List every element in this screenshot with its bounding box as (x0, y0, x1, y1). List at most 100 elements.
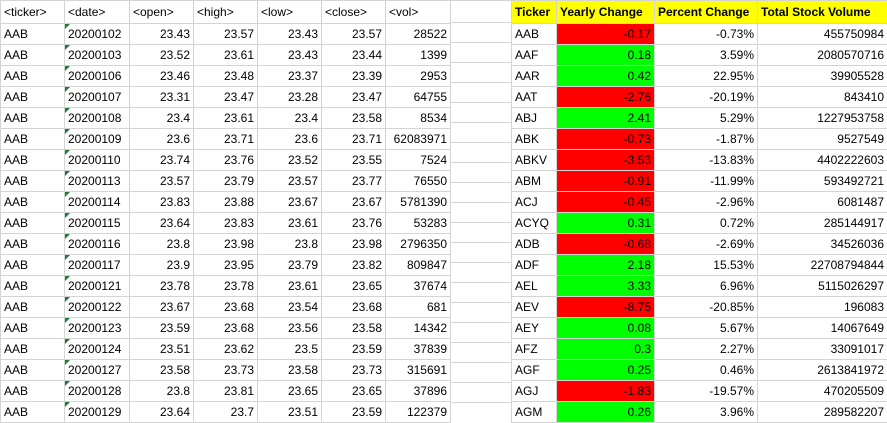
empty-cell[interactable] (451, 323, 512, 343)
cell-ticker[interactable]: AAB (1, 87, 65, 108)
cell-percent-change[interactable]: -2.69% (655, 234, 758, 255)
cell-ticker[interactable]: AAF (512, 45, 557, 66)
cell-high[interactable]: 23.76 (194, 150, 258, 171)
cell-total-stock-volume[interactable]: 33091017 (758, 339, 887, 360)
cell-yearly-change[interactable]: 0.18 (557, 45, 655, 66)
cell-open[interactable]: 23.43 (130, 24, 194, 45)
cell-close[interactable]: 23.71 (322, 129, 386, 150)
summary-header-percent-change[interactable]: Percent Change (655, 1, 758, 24)
cell-date[interactable]: 20200109 (65, 129, 130, 150)
cell-total-stock-volume[interactable]: 4402222603 (758, 150, 887, 171)
cell-vol[interactable]: 37674 (386, 276, 451, 297)
empty-cell[interactable] (451, 203, 512, 223)
raw-header-ticker[interactable]: <ticker> (1, 1, 65, 24)
cell-total-stock-volume[interactable]: 34526036 (758, 234, 887, 255)
cell-vol[interactable]: 62083971 (386, 129, 451, 150)
cell-total-stock-volume[interactable]: 9527549 (758, 129, 887, 150)
cell-ticker[interactable]: AAB (1, 339, 65, 360)
cell-percent-change[interactable]: -11.99% (655, 171, 758, 192)
cell-vol[interactable]: 809847 (386, 255, 451, 276)
cell-total-stock-volume[interactable]: 593492721 (758, 171, 887, 192)
cell-ticker[interactable]: AEY (512, 318, 557, 339)
cell-date[interactable]: 20200103 (65, 45, 130, 66)
cell-ticker[interactable]: AGF (512, 360, 557, 381)
cell-ticker[interactable]: ABKV (512, 150, 557, 171)
empty-cell[interactable] (451, 163, 512, 183)
cell-total-stock-volume[interactable]: 1227953758 (758, 108, 887, 129)
cell-close[interactable]: 23.68 (322, 297, 386, 318)
cell-ticker[interactable]: AAB (1, 297, 65, 318)
cell-yearly-change[interactable]: -0.73 (557, 129, 655, 150)
cell-percent-change[interactable]: -20.19% (655, 87, 758, 108)
cell-vol[interactable]: 681 (386, 297, 451, 318)
cell-low[interactable]: 23.28 (258, 87, 322, 108)
cell-ticker[interactable]: AEV (512, 297, 557, 318)
summary-header-total-stock-volume[interactable]: Total Stock Volume (758, 1, 887, 24)
cell-low[interactable]: 23.52 (258, 150, 322, 171)
cell-date[interactable]: 20200127 (65, 360, 130, 381)
cell-date[interactable]: 20200122 (65, 297, 130, 318)
cell-open[interactable]: 23.74 (130, 150, 194, 171)
cell-total-stock-volume[interactable]: 39905528 (758, 66, 887, 87)
cell-yearly-change[interactable]: 0.08 (557, 318, 655, 339)
empty-cell[interactable] (451, 63, 512, 83)
cell-open[interactable]: 23.58 (130, 360, 194, 381)
cell-open[interactable]: 23.83 (130, 192, 194, 213)
cell-vol[interactable]: 64755 (386, 87, 451, 108)
cell-date[interactable]: 20200124 (65, 339, 130, 360)
raw-header-open[interactable]: <open> (130, 1, 194, 24)
cell-ticker[interactable]: AAR (512, 66, 557, 87)
cell-total-stock-volume[interactable]: 196083 (758, 297, 887, 318)
empty-cell[interactable] (451, 363, 512, 383)
cell-ticker[interactable]: ACYQ (512, 213, 557, 234)
empty-cell[interactable] (451, 303, 512, 323)
cell-ticker[interactable]: AAB (1, 360, 65, 381)
cell-yearly-change[interactable]: 2.41 (557, 108, 655, 129)
cell-open[interactable]: 23.64 (130, 402, 194, 423)
cell-high[interactable]: 23.68 (194, 297, 258, 318)
cell-low[interactable]: 23.67 (258, 192, 322, 213)
cell-close[interactable]: 23.82 (322, 255, 386, 276)
empty-cell[interactable] (451, 123, 512, 143)
cell-close[interactable]: 23.57 (322, 24, 386, 45)
cell-date[interactable]: 20200128 (65, 381, 130, 402)
empty-cell[interactable] (451, 383, 512, 403)
cell-yearly-change[interactable]: 0.3 (557, 339, 655, 360)
empty-cell[interactable] (451, 83, 512, 103)
cell-high[interactable]: 23.73 (194, 360, 258, 381)
cell-high[interactable]: 23.57 (194, 24, 258, 45)
cell-ticker[interactable]: AAB (1, 129, 65, 150)
cell-open[interactable]: 23.78 (130, 276, 194, 297)
empty-cell[interactable] (451, 343, 512, 363)
cell-high[interactable]: 23.95 (194, 255, 258, 276)
cell-yearly-change[interactable]: -2.76 (557, 87, 655, 108)
cell-close[interactable]: 23.58 (322, 108, 386, 129)
cell-open[interactable]: 23.59 (130, 318, 194, 339)
cell-ticker[interactable]: AAB (1, 234, 65, 255)
cell-yearly-change[interactable]: -8.75 (557, 297, 655, 318)
cell-close[interactable]: 23.55 (322, 150, 386, 171)
cell-vol[interactable]: 53283 (386, 213, 451, 234)
cell-percent-change[interactable]: 15.53% (655, 255, 758, 276)
cell-high[interactable]: 23.78 (194, 276, 258, 297)
cell-percent-change[interactable]: 3.96% (655, 402, 758, 423)
cell-ticker[interactable]: AAB (1, 66, 65, 87)
cell-percent-change[interactable]: 3.59% (655, 45, 758, 66)
cell-low[interactable]: 23.8 (258, 234, 322, 255)
cell-percent-change[interactable]: -19.57% (655, 381, 758, 402)
cell-open[interactable]: 23.9 (130, 255, 194, 276)
cell-ticker[interactable]: AAB (1, 276, 65, 297)
cell-high[interactable]: 23.48 (194, 66, 258, 87)
cell-open[interactable]: 23.67 (130, 297, 194, 318)
cell-vol[interactable]: 37839 (386, 339, 451, 360)
cell-close[interactable]: 23.58 (322, 318, 386, 339)
raw-header-date[interactable]: <date> (65, 1, 130, 24)
cell-vol[interactable]: 7524 (386, 150, 451, 171)
cell-vol[interactable]: 315691 (386, 360, 451, 381)
cell-total-stock-volume[interactable]: 2080570716 (758, 45, 887, 66)
empty-cell[interactable] (451, 223, 512, 243)
cell-low[interactable]: 23.65 (258, 381, 322, 402)
empty-cell[interactable] (451, 43, 512, 63)
cell-close[interactable]: 23.65 (322, 381, 386, 402)
cell-ticker[interactable]: AGJ (512, 381, 557, 402)
